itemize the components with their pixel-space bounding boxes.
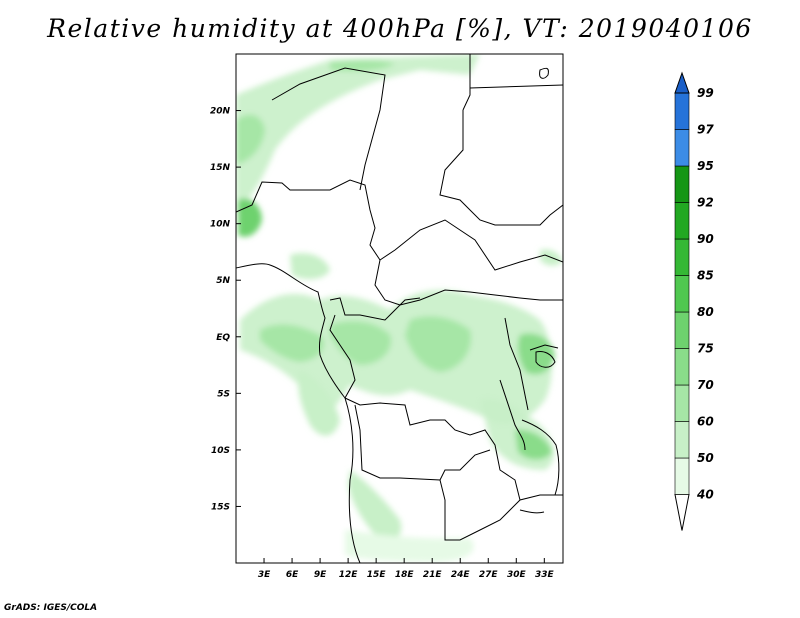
border [439, 449, 491, 481]
colorbar-segment [674, 421, 690, 459]
colorbar-label: 95 [697, 159, 714, 173]
colorbar-label: 40 [696, 488, 714, 502]
lat-tick-label: 20N [210, 107, 231, 117]
colorbar-label: 75 [697, 342, 714, 356]
border [354, 404, 563, 541]
map-title: Relative humidity at 400hPa [%], VT: 201… [47, 14, 753, 43]
border [529, 344, 559, 351]
lake [521, 419, 560, 496]
humid-region [290, 253, 330, 280]
humid-region [345, 530, 474, 562]
colorbar-label: 80 [697, 305, 714, 319]
humid-region [405, 316, 471, 372]
lon-tick-label: 27E [479, 570, 499, 580]
lon-tick-label: 30E [507, 570, 527, 580]
lon-tick-label: 12E [339, 570, 359, 580]
colorbar-segment [674, 275, 690, 313]
colorbar: 40 50 60 70 75 80 85 90 92 95 97 99 [674, 71, 714, 531]
lon-tick-label: 6E [286, 570, 299, 580]
lat-tick-label: 5N [216, 276, 230, 286]
colorbar-segment [674, 457, 690, 495]
lake [499, 379, 526, 451]
colorbar-segment [674, 238, 690, 276]
grads-credit: GrADS: IGES/COLA [4, 603, 98, 613]
border [439, 110, 563, 226]
colorbar-label: 70 [697, 378, 714, 392]
colorbar-segment [674, 165, 690, 203]
lon-tick-label: 3E [258, 570, 271, 580]
humid-region [330, 321, 391, 365]
colorbar-label: 50 [697, 451, 714, 465]
lat-tick-label: EQ [216, 333, 230, 343]
lat-tick-label: 15S [211, 502, 230, 512]
lat-tick-label: 15N [210, 163, 231, 173]
border [329, 314, 356, 399]
border [374, 259, 563, 306]
colorbar-label: 85 [697, 269, 714, 283]
humid-region [298, 370, 340, 436]
map-axes: 3E 6E 9E 12E 15E 18E 21E 24E 27E 30E 33E 20N 15N 10N 5… [210, 107, 555, 580]
colorbar-label: 99 [697, 86, 714, 100]
humid-region [260, 324, 324, 362]
country-borders [236, 54, 563, 563]
border [469, 84, 563, 89]
colorbar-label: 90 [697, 232, 714, 246]
lat-tick-label: 10S [211, 446, 230, 456]
humidity-shading [236, 54, 562, 562]
colorbar-segment [674, 202, 690, 240]
colorbar-segment [674, 384, 690, 422]
map-frame [235, 53, 564, 564]
colorbar-segment [674, 311, 690, 349]
colorbar-label: 60 [697, 415, 714, 429]
colorbar-upper-arrow [674, 71, 690, 94]
border [344, 397, 521, 501]
lake [519, 509, 545, 514]
lon-tick-label: 21E [423, 570, 443, 580]
colorbar-segment [674, 348, 690, 386]
lon-tick-label: 24E [451, 570, 471, 580]
humid-region [238, 198, 262, 237]
border [329, 297, 421, 321]
humid-region [236, 54, 480, 215]
colorbar-segment [674, 129, 690, 167]
humid-region [348, 470, 402, 542]
colorbar-label: 97 [697, 123, 714, 137]
lon-tick-label: 18E [395, 570, 415, 580]
lake [539, 67, 549, 79]
coastline [236, 263, 361, 563]
humid-region [515, 429, 552, 460]
border [504, 317, 529, 411]
lat-tick-label: 5S [217, 389, 230, 399]
border [379, 219, 563, 271]
colorbar-segment [674, 92, 690, 130]
border [236, 179, 381, 261]
colorbar-lower-arrow [674, 494, 690, 531]
lake [535, 351, 556, 368]
humid-region [236, 114, 265, 165]
border [271, 67, 386, 191]
lon-tick-label: 33E [535, 570, 555, 580]
lon-tick-label: 15E [367, 570, 387, 580]
lat-tick-label: 10N [210, 220, 231, 230]
lon-tick-label: 9E [314, 570, 327, 580]
colorbar-label: 92 [697, 196, 714, 210]
